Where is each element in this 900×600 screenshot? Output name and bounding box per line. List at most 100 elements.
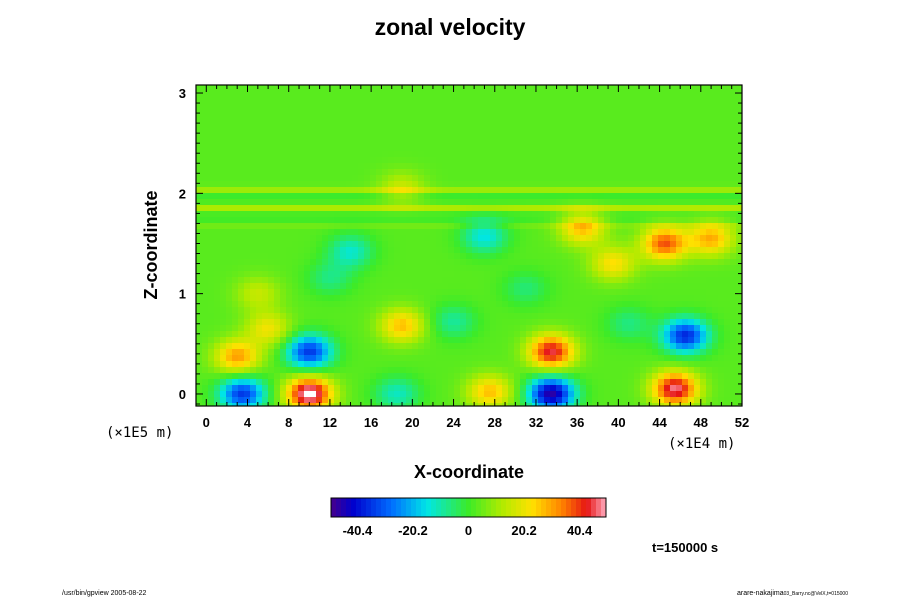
heatmap-cell — [418, 307, 425, 314]
heatmap-cell — [496, 181, 503, 188]
heatmap-cell — [286, 109, 293, 116]
heatmap-cell — [238, 199, 245, 206]
heatmap-cell — [670, 349, 677, 356]
heatmap-cell — [250, 133, 257, 140]
heatmap-cell — [256, 337, 263, 344]
heatmap-cell — [640, 85, 647, 92]
heatmap-cell — [418, 403, 425, 406]
heatmap-cell — [460, 127, 467, 134]
heatmap-cell — [640, 259, 647, 266]
heatmap-cell — [316, 187, 323, 194]
heatmap-cell — [226, 307, 233, 314]
heatmap-cell — [568, 295, 575, 302]
heatmap-cell — [502, 277, 509, 284]
heatmap-cell — [370, 361, 377, 368]
heatmap-cell — [646, 115, 653, 122]
heatmap-cell — [652, 235, 659, 242]
heatmap-cell — [586, 331, 593, 338]
heatmap-cell — [700, 379, 707, 386]
heatmap-cell — [280, 397, 287, 404]
heatmap-cell — [418, 361, 425, 368]
heatmap-cell — [262, 313, 269, 320]
heatmap-cell — [436, 367, 443, 374]
heatmap-cell — [532, 379, 539, 386]
heatmap-cell — [262, 151, 269, 158]
heatmap-cell — [556, 397, 563, 404]
heatmap-cell — [304, 223, 311, 230]
heatmap-cell — [724, 379, 731, 386]
heatmap-cell — [358, 265, 365, 272]
heatmap-cell — [616, 181, 623, 188]
heatmap-cell — [358, 211, 365, 218]
heatmap-cell — [526, 235, 533, 242]
heatmap-cell — [562, 355, 569, 362]
heatmap-cell — [304, 349, 311, 356]
heatmap-cell — [382, 379, 389, 386]
heatmap-cell — [688, 145, 695, 152]
heatmap-cell — [616, 85, 623, 92]
heatmap-cell — [412, 217, 419, 224]
heatmap-cell — [250, 205, 257, 212]
heatmap-cell — [694, 247, 701, 254]
heatmap-cell — [538, 379, 545, 386]
heatmap-cell — [286, 343, 293, 350]
heatmap-cell — [202, 325, 209, 332]
heatmap-cell — [400, 253, 407, 260]
heatmap-cell — [562, 289, 569, 296]
heatmap-cell — [226, 139, 233, 146]
heatmap-cell — [562, 325, 569, 332]
heatmap-cell — [670, 217, 677, 224]
heatmap-cell — [484, 115, 491, 122]
heatmap-cell — [388, 115, 395, 122]
heatmap-cell — [352, 253, 359, 260]
heatmap-cell — [334, 367, 341, 374]
heatmap-cell — [520, 301, 527, 308]
heatmap-cell — [550, 367, 557, 374]
heatmap-cell — [346, 133, 353, 140]
heatmap-cell — [388, 331, 395, 338]
heatmap-cell — [730, 301, 737, 308]
heatmap-cell — [220, 235, 227, 242]
heatmap-cell — [694, 277, 701, 284]
heatmap-cell — [250, 397, 257, 404]
heatmap-cell — [478, 133, 485, 140]
heatmap-cell — [268, 259, 275, 266]
heatmap-cell — [712, 379, 719, 386]
heatmap-cell — [484, 391, 491, 398]
heatmap-cell — [202, 283, 209, 290]
heatmap-cell — [496, 343, 503, 350]
heatmap-cell — [358, 181, 365, 188]
heatmap-cell — [292, 187, 299, 194]
heatmap-cell — [208, 103, 215, 110]
heatmap-cell — [208, 235, 215, 242]
heatmap-cell — [196, 301, 203, 308]
heatmap-cell — [718, 373, 725, 380]
heatmap-cell — [304, 121, 311, 128]
heatmap-cell — [586, 151, 593, 158]
heatmap-cell — [448, 391, 455, 398]
heatmap-cell — [238, 235, 245, 242]
heatmap-cell — [400, 187, 407, 194]
heatmap-cell — [514, 211, 521, 218]
heatmap-cell — [232, 385, 239, 392]
heatmap-cell — [676, 211, 683, 218]
heatmap-cell — [226, 115, 233, 122]
heatmap-cell — [364, 145, 371, 152]
heatmap-cell — [370, 115, 377, 122]
heatmap-cell — [652, 373, 659, 380]
heatmap-cell — [322, 253, 329, 260]
heatmap-cell — [730, 181, 737, 188]
heatmap-cell — [580, 337, 587, 344]
heatmap-cell — [496, 385, 503, 392]
heatmap-cell — [562, 121, 569, 128]
heatmap-cell — [592, 223, 599, 230]
heatmap-cell — [622, 259, 629, 266]
heatmap-cell — [424, 199, 431, 206]
heatmap-cell — [670, 283, 677, 290]
heatmap-cell — [718, 193, 725, 200]
heatmap-cell — [400, 391, 407, 398]
heatmap-cell — [526, 391, 533, 398]
heatmap-cell — [454, 355, 461, 362]
heatmap-cell — [682, 259, 689, 266]
heatmap-cell — [466, 253, 473, 260]
